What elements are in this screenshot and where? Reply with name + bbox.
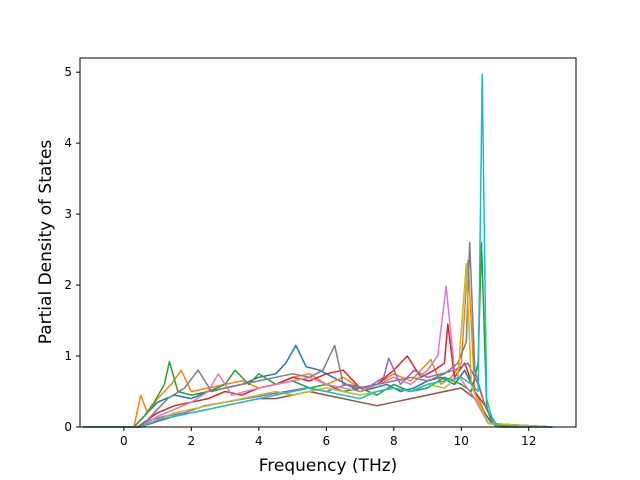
y-tick-label-2: 2 <box>64 278 72 292</box>
x-tick-label-5: 10 <box>454 434 469 448</box>
y-axis-label: Partial Density of States <box>36 140 56 345</box>
y-tick-label-4: 4 <box>64 136 72 150</box>
x-tick-label-6: 12 <box>521 434 536 448</box>
y-axis-ticks: 0 1 2 3 4 5 <box>64 65 80 434</box>
series-line-5 <box>83 357 553 428</box>
series-line-9 <box>83 263 553 428</box>
x-tick-label-4: 8 <box>390 434 398 448</box>
plot-area <box>83 73 553 428</box>
x-tick-label-2: 4 <box>255 434 263 448</box>
y-tick-label-5: 5 <box>64 65 72 79</box>
series-group <box>83 73 553 428</box>
series-line-10 <box>83 73 553 428</box>
series-line-1 <box>83 344 553 428</box>
x-axis-label: Frequency (THz) <box>259 456 398 476</box>
x-tick-label-0: 0 <box>120 434 128 448</box>
x-tick-label-3: 6 <box>322 434 330 448</box>
y-tick-label-1: 1 <box>64 349 72 363</box>
y-tick-label-0: 0 <box>64 420 72 434</box>
axes-frame <box>79 57 577 428</box>
x-tick-label-1: 2 <box>188 434 196 448</box>
series-line-8 <box>83 241 553 428</box>
series-line-7 <box>83 285 553 428</box>
x-axis-ticks: 0 2 4 6 8 10 12 <box>120 427 536 448</box>
y-tick-label-3: 3 <box>64 207 72 221</box>
